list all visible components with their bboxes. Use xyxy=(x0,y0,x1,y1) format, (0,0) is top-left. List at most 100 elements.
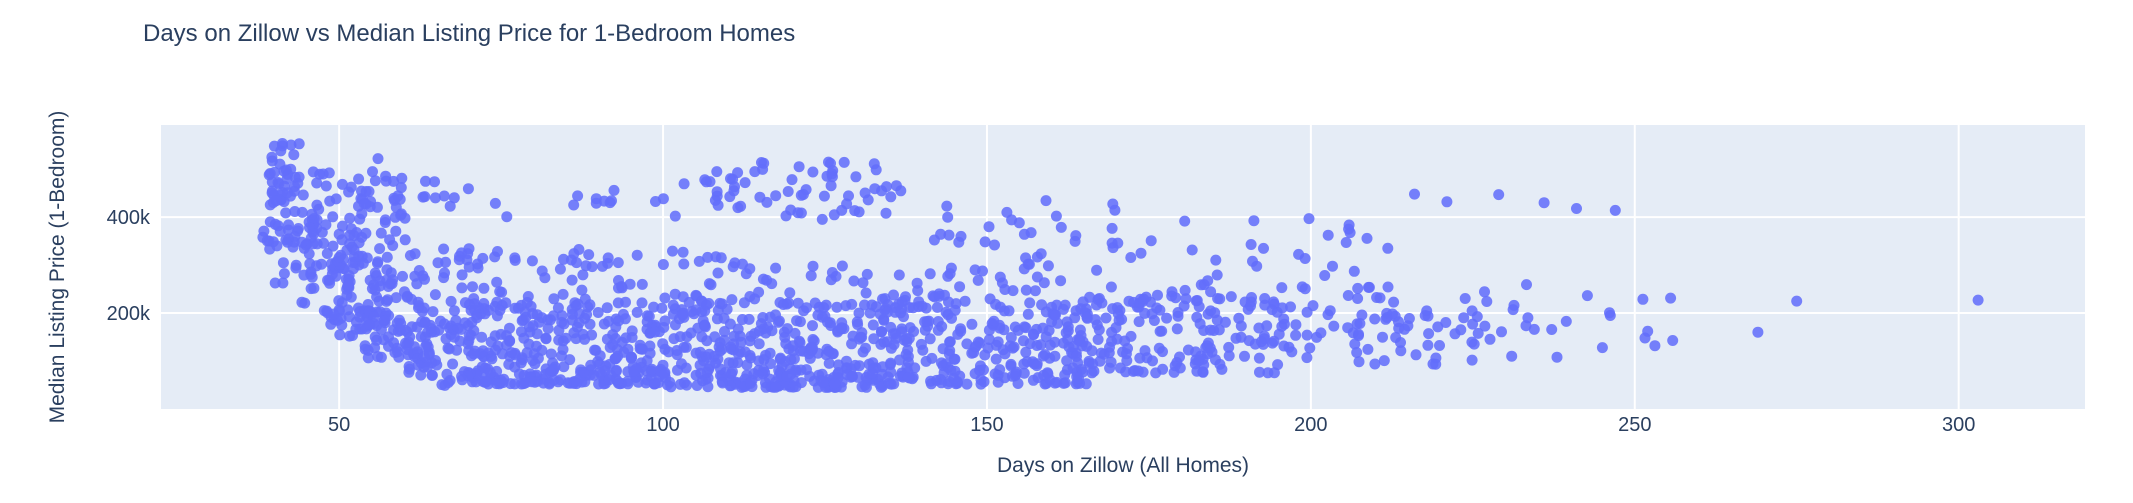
data-point[interactable] xyxy=(757,273,769,285)
data-point[interactable] xyxy=(1255,336,1267,348)
data-point[interactable] xyxy=(406,293,417,305)
data-point[interactable] xyxy=(1253,352,1265,364)
data-point[interactable] xyxy=(757,163,769,175)
data-point[interactable] xyxy=(311,260,322,272)
data-point[interactable] xyxy=(1114,362,1126,374)
data-point[interactable] xyxy=(1022,258,1034,270)
data-point[interactable] xyxy=(1105,281,1117,293)
data-point[interactable] xyxy=(693,255,705,267)
data-point[interactable] xyxy=(472,262,484,274)
data-point[interactable] xyxy=(576,284,588,296)
data-point[interactable] xyxy=(548,293,560,305)
data-point[interactable] xyxy=(714,337,726,349)
data-point[interactable] xyxy=(712,267,724,279)
data-point[interactable] xyxy=(1581,290,1593,302)
data-point[interactable] xyxy=(885,191,897,203)
data-point[interactable] xyxy=(888,339,900,350)
data-point[interactable] xyxy=(942,211,954,223)
data-point[interactable] xyxy=(1560,315,1572,327)
data-point[interactable] xyxy=(789,327,801,339)
data-point[interactable] xyxy=(733,348,744,360)
data-point[interactable] xyxy=(1604,310,1616,321)
data-point[interactable] xyxy=(531,328,543,340)
data-point[interactable] xyxy=(1642,325,1654,337)
data-point[interactable] xyxy=(909,362,921,374)
data-point[interactable] xyxy=(870,164,882,176)
data-point[interactable] xyxy=(1354,318,1366,329)
data-point[interactable] xyxy=(791,315,803,327)
data-point[interactable] xyxy=(1182,344,1194,356)
data-point[interactable] xyxy=(904,322,916,334)
data-point[interactable] xyxy=(875,338,887,350)
data-point[interactable] xyxy=(1301,352,1313,364)
data-point[interactable] xyxy=(648,301,660,313)
data-point[interactable] xyxy=(936,321,948,332)
data-point[interactable] xyxy=(296,296,308,308)
data-point[interactable] xyxy=(1409,188,1420,200)
data-point[interactable] xyxy=(608,184,620,196)
data-point[interactable] xyxy=(1074,324,1086,336)
data-point[interactable] xyxy=(1299,253,1311,264)
data-point[interactable] xyxy=(1042,260,1054,272)
data-point[interactable] xyxy=(1059,377,1071,389)
data-point[interactable] xyxy=(770,262,782,274)
data-point[interactable] xyxy=(1276,282,1288,294)
data-point[interactable] xyxy=(372,153,384,165)
data-point[interactable] xyxy=(1301,329,1313,341)
data-point[interactable] xyxy=(1024,297,1036,309)
data-point[interactable] xyxy=(881,306,893,318)
data-point[interactable] xyxy=(1186,244,1198,256)
data-point[interactable] xyxy=(732,202,744,214)
data-point[interactable] xyxy=(856,381,868,393)
data-point[interactable] xyxy=(671,345,683,356)
data-point[interactable] xyxy=(1304,342,1316,354)
data-point[interactable] xyxy=(270,195,282,207)
data-point[interactable] xyxy=(948,372,960,384)
data-point[interactable] xyxy=(444,200,456,212)
data-point[interactable] xyxy=(1301,306,1313,318)
data-point[interactable] xyxy=(867,319,879,331)
data-point[interactable] xyxy=(1032,372,1044,384)
data-point[interactable] xyxy=(1012,324,1024,336)
data-point[interactable] xyxy=(785,204,797,216)
data-point[interactable] xyxy=(665,381,677,393)
data-point[interactable] xyxy=(1327,260,1338,272)
data-point[interactable] xyxy=(1031,360,1043,372)
data-point[interactable] xyxy=(480,376,492,388)
data-point[interactable] xyxy=(795,207,807,219)
data-point[interactable] xyxy=(715,363,726,375)
data-point[interactable] xyxy=(1103,347,1115,359)
data-point[interactable] xyxy=(1106,222,1118,234)
data-point[interactable] xyxy=(881,181,892,193)
data-point[interactable] xyxy=(754,191,766,203)
data-point[interactable] xyxy=(1479,286,1490,298)
data-point[interactable] xyxy=(373,295,385,307)
data-point[interactable] xyxy=(489,251,501,263)
data-point[interactable] xyxy=(1351,347,1363,358)
data-point[interactable] xyxy=(602,257,614,269)
data-point[interactable] xyxy=(804,370,816,382)
data-point[interactable] xyxy=(849,205,861,217)
data-point[interactable] xyxy=(1055,221,1067,233)
data-point[interactable] xyxy=(1506,350,1518,362)
data-point[interactable] xyxy=(545,348,557,360)
data-point[interactable] xyxy=(849,359,861,371)
data-point[interactable] xyxy=(974,364,986,376)
data-point[interactable] xyxy=(1369,313,1381,325)
data-point[interactable] xyxy=(715,252,727,264)
data-point[interactable] xyxy=(656,302,668,314)
data-point[interactable] xyxy=(935,377,947,389)
data-point[interactable] xyxy=(646,363,658,375)
data-point[interactable] xyxy=(536,265,548,277)
data-point[interactable] xyxy=(990,353,1002,365)
data-point[interactable] xyxy=(890,180,902,192)
data-point[interactable] xyxy=(384,234,396,246)
data-point[interactable] xyxy=(536,344,548,356)
data-point[interactable] xyxy=(833,359,844,371)
data-point[interactable] xyxy=(324,195,336,207)
data-point[interactable] xyxy=(1496,326,1507,338)
data-point[interactable] xyxy=(912,285,924,297)
data-point[interactable] xyxy=(307,166,319,178)
data-point[interactable] xyxy=(413,265,425,276)
data-point[interactable] xyxy=(523,338,535,350)
